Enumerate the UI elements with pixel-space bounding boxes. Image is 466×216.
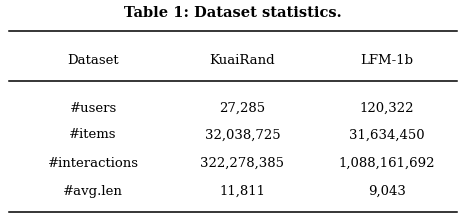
- Text: 11,811: 11,811: [219, 185, 265, 198]
- Text: #items: #items: [69, 129, 117, 141]
- Text: 1,088,161,692: 1,088,161,692: [338, 157, 435, 170]
- Text: 322,278,385: 322,278,385: [200, 157, 284, 170]
- Text: #avg.len: #avg.len: [63, 185, 123, 198]
- Text: KuaiRand: KuaiRand: [210, 54, 275, 67]
- Text: #users: #users: [69, 102, 117, 114]
- Text: 9,043: 9,043: [368, 185, 406, 198]
- Text: 31,634,450: 31,634,450: [349, 129, 425, 141]
- Text: #interactions: #interactions: [48, 157, 139, 170]
- Text: 120,322: 120,322: [360, 102, 414, 114]
- Text: 27,285: 27,285: [219, 102, 265, 114]
- Text: Dataset: Dataset: [68, 54, 119, 67]
- Text: 32,038,725: 32,038,725: [205, 129, 280, 141]
- Text: Table 1: Dataset statistics.: Table 1: Dataset statistics.: [124, 6, 342, 21]
- Text: LFM-1b: LFM-1b: [360, 54, 413, 67]
